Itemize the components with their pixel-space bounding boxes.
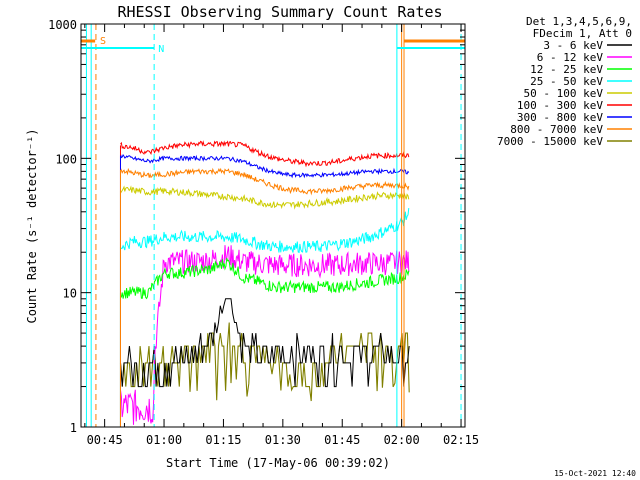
x-tick-label: 01:30 xyxy=(265,433,301,447)
series-line-800_7000keV xyxy=(120,167,410,196)
series-line-100_300keV xyxy=(120,140,410,168)
series-line-7000_15000keV xyxy=(119,322,410,402)
x-tick-label: 01:15 xyxy=(205,433,241,447)
series-line-300_800keV xyxy=(120,154,410,179)
y-tick-label: 1 xyxy=(70,421,77,435)
annotation-layer: SN xyxy=(81,24,465,427)
y-tick-label: 1000 xyxy=(48,18,77,32)
y-tick-label: 10 xyxy=(63,287,77,301)
timestamp: 15-Oct-2021 12:40 xyxy=(554,469,636,478)
y-tick-label: 100 xyxy=(55,152,77,166)
series-line-6_12keV xyxy=(120,245,410,425)
x-tick-label: 02:15 xyxy=(443,433,479,447)
x-tick-label: 00:45 xyxy=(87,433,123,447)
series-line-25_50keV xyxy=(120,208,410,254)
tick-layer: 00:45 01:00 01:15 01:30 01:45 02:00 02:15 1 10 10… xyxy=(48,18,479,447)
legend-header-line-2: FDecim 1, Att 0 xyxy=(533,27,632,40)
legend-label: 300 - 800 keV xyxy=(517,111,603,124)
saa-label: S xyxy=(100,36,106,47)
legend-label: 25 - 50 keV xyxy=(530,75,603,88)
legend-label: 6 - 12 keV xyxy=(537,51,604,64)
chart-title: RHESSI Observing Summary Count Rates xyxy=(117,3,442,21)
legend-label: 50 - 100 keV xyxy=(524,87,604,100)
x-tick-label: 01:45 xyxy=(324,433,360,447)
series-line-12_25keV xyxy=(120,257,410,300)
legend-label: 7000 - 15000 keV xyxy=(497,135,603,148)
plot-frame xyxy=(80,23,466,428)
legend-label: 3 - 6 keV xyxy=(543,39,603,52)
legend-label: 800 - 7000 keV xyxy=(510,123,603,136)
x-tick-label: 02:00 xyxy=(384,433,420,447)
y-axis-label: Count Rate (s⁻¹ detector⁻¹) xyxy=(25,128,39,323)
legend-header-line-1: Det 1,3,4,5,6,9, xyxy=(526,15,632,28)
night-label: N xyxy=(158,44,164,55)
series-layer xyxy=(119,140,410,427)
legend: Det 1,3,4,5,6,9, FDecim 1, Att 0 3 - 6 k… xyxy=(497,15,632,148)
series-line-3_6keV xyxy=(120,298,410,388)
legend-label: 100 - 300 keV xyxy=(517,99,603,112)
x-tick-label: 01:00 xyxy=(146,433,182,447)
legend-label: 12 - 25 keV xyxy=(530,63,603,76)
x-axis-label: Start Time (17-May-06 00:39:02) xyxy=(166,456,390,470)
series-line-50_100keV xyxy=(120,185,410,210)
